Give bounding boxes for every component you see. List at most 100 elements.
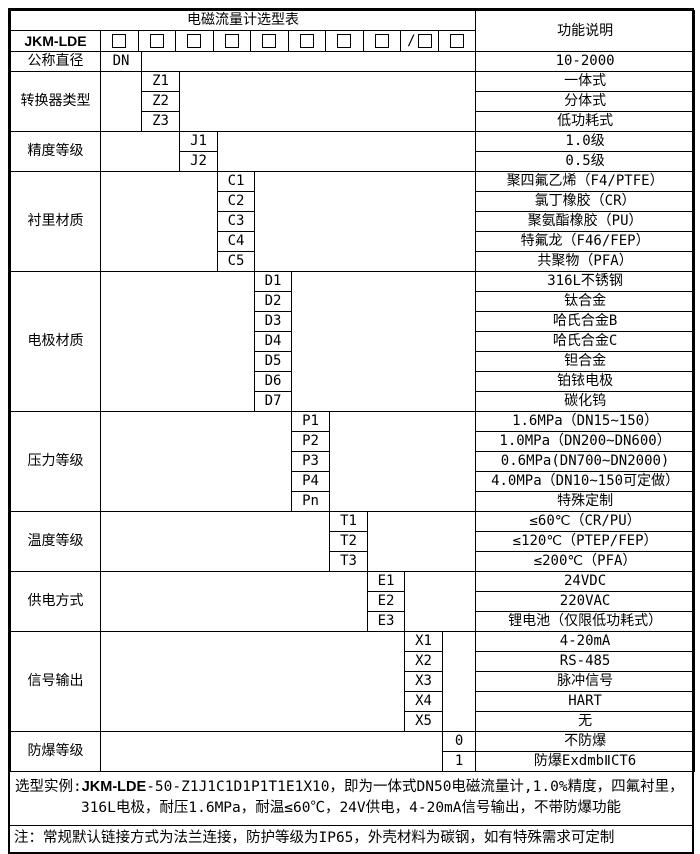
desc-cell: 1.0级 xyxy=(475,131,696,152)
desc-cell: 哈氏合金B xyxy=(475,311,696,332)
code-cell: D7 xyxy=(254,391,292,412)
example-line-2: 316L电极，耐压1.6MPa，耐温≤60℃，24V供电，4-20mA信号输出，… xyxy=(80,800,622,816)
example-model: JKM-LDE xyxy=(81,779,147,795)
code-cell: J2 xyxy=(179,151,218,172)
desc-cell: 特殊定制 xyxy=(475,491,696,512)
desc-cell: 4-20mA xyxy=(475,631,696,652)
table-row: 转换器类型 Z1 一体式 xyxy=(10,71,696,132)
blank-cell xyxy=(253,171,477,272)
desc-cell: 一体式 xyxy=(475,71,696,92)
table-row: 电极材质 D1 316L不锈钢 xyxy=(10,271,696,412)
table-row: 防爆等级 0 不防爆 xyxy=(10,731,696,772)
code-cell: Pn xyxy=(291,491,330,512)
desc-cell: 4.0MPa（DN10~150可定做） xyxy=(475,471,696,492)
blank-cell xyxy=(178,71,477,132)
desc-cell: 脉冲信号 xyxy=(475,671,696,692)
code-checkbox-8[interactable] xyxy=(364,31,402,51)
desc-cell: 24VDC xyxy=(475,571,696,592)
code-checkbox-3[interactable] xyxy=(176,31,214,51)
blank-cell xyxy=(366,511,477,572)
blank-cell xyxy=(328,411,477,512)
blank-cell xyxy=(441,631,477,732)
checkbox-icon xyxy=(112,34,127,48)
code-cell: D2 xyxy=(254,291,292,312)
checkbox-icon xyxy=(187,34,202,48)
checkbox-icon xyxy=(449,34,464,48)
code-cell: P1 xyxy=(291,411,330,432)
selection-table: 电磁流量计选型表 功能说明 JKM-LDE / 公称直径 DN 10-2000 转换器… xyxy=(9,10,696,772)
code-checkbox-row: / xyxy=(99,30,477,52)
checkbox-icon xyxy=(299,34,314,48)
table-row: C5 共聚物（PFA） xyxy=(11,251,696,272)
checkbox-icon xyxy=(149,34,164,48)
code-cell: Z2 xyxy=(141,91,180,112)
blank-cell xyxy=(290,271,477,412)
desc-cell: 10-2000 xyxy=(475,51,696,72)
code-checkbox-7[interactable] xyxy=(326,31,364,51)
desc-cell: 防爆ExdmbⅡCT6 xyxy=(475,751,696,772)
checkbox-icon xyxy=(417,34,432,48)
footnote: 注：常规默认链接方式为法兰连接，防护等级为IP65，外壳材料为碳钢，如有特殊需求… xyxy=(14,830,615,846)
desc-cell: 碳化钨 xyxy=(475,391,696,412)
code-cell: J1 xyxy=(179,131,218,152)
table-row: C3 聚氨酯橡胶（PU） xyxy=(11,211,696,232)
desc-cell: 220VAC xyxy=(475,591,696,612)
checkbox-icon xyxy=(337,34,352,48)
code-checkbox-4[interactable] xyxy=(214,31,252,51)
section-label: 供电方式 xyxy=(10,571,101,632)
code-cell: T3 xyxy=(329,551,368,572)
desc-cell: 1.6MPa（DN15~150） xyxy=(475,411,696,432)
desc-cell: ≤200℃（PFA） xyxy=(475,551,696,572)
section-label: 公称直径 xyxy=(10,51,101,72)
selection-example: 选型实例:JKM-LDE-50-Z1J1C1D1P1T1E1X10，即为一体式D… xyxy=(10,772,692,826)
section-label: 压力等级 xyxy=(10,411,101,512)
desc-cell: 哈氏合金C xyxy=(475,331,696,352)
code-checkbox-10[interactable] xyxy=(439,32,475,51)
blank-cell xyxy=(100,171,218,272)
code-checkbox-2[interactable] xyxy=(139,31,177,51)
code-cell: P3 xyxy=(291,451,330,472)
blank-cell xyxy=(100,511,330,572)
code-cell: C3 xyxy=(217,211,255,232)
code-cell: D6 xyxy=(254,371,292,392)
blank-cell xyxy=(100,131,180,172)
section-label: 衬里材质 xyxy=(10,171,101,272)
code-cell: Z3 xyxy=(141,111,180,132)
code-cell: Z1 xyxy=(141,71,180,92)
desc-cell: 不防爆 xyxy=(475,731,696,752)
slash-separator: / xyxy=(407,33,416,49)
table-row: X3 脉冲信号 xyxy=(11,671,696,692)
section-label: 防爆等级 xyxy=(10,731,101,772)
table-row: 温度等级 T1 ≤60℃（CR/PU） xyxy=(10,511,696,572)
code-cell: X4 xyxy=(404,691,443,712)
code-cell: E1 xyxy=(367,571,405,592)
desc-cell: ≤120℃（PTEP/FEP） xyxy=(475,531,696,552)
desc-cell: 共聚物（PFA） xyxy=(475,251,696,272)
example-line-1: 选型实例:JKM-LDE-50-Z1J1C1D1P1T1E1X10，即为一体式D… xyxy=(12,777,690,798)
blank-cell xyxy=(100,411,292,512)
code-checkbox-6[interactable] xyxy=(289,31,327,51)
desc-cell: 低功耗式 xyxy=(475,111,696,132)
code-cell: X2 xyxy=(404,651,443,672)
code-checkbox-1[interactable] xyxy=(102,31,139,51)
example-prefix: 选型实例: xyxy=(15,779,82,795)
table-row: X4 HART xyxy=(11,691,696,712)
blank-cell xyxy=(140,51,477,72)
desc-cell: 氯丁橡胶（CR） xyxy=(475,191,696,212)
code-checkbox-5[interactable] xyxy=(251,31,289,51)
table-row: 衬里材质 C1 聚四氟乙烯（F4/PTFE） xyxy=(10,171,696,272)
desc-cell: 特氟龙（F46/FEP） xyxy=(475,231,696,252)
checkbox-strip: / xyxy=(102,31,475,51)
table-row: D2 钛合金 xyxy=(11,291,696,312)
code-cell: D3 xyxy=(254,311,292,332)
desc-cell: 0.6MPa(DN700~DN2000) xyxy=(475,451,696,472)
code-cell: T2 xyxy=(329,531,368,552)
desc-cell: 钽合金 xyxy=(475,351,696,372)
table-row: 压力等级 P1 1.6MPa（DN15~150） xyxy=(10,411,696,512)
table-row: 信号输出 X1 4-20mA xyxy=(10,631,696,732)
code-cell: X5 xyxy=(404,711,443,732)
code-checkbox-9[interactable]: / xyxy=(401,31,439,51)
code-cell: P4 xyxy=(291,471,330,492)
table-row: T2 ≤120℃（PTEP/FEP） xyxy=(11,531,696,552)
code-cell: D5 xyxy=(254,351,292,372)
